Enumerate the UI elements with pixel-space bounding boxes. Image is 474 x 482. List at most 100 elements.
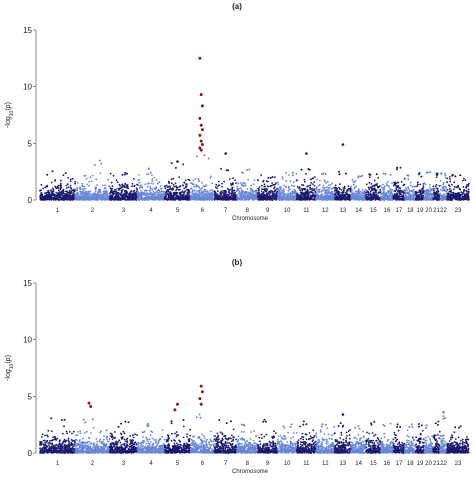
snp-point bbox=[51, 430, 53, 432]
snp-point bbox=[301, 198, 303, 200]
snp-point bbox=[388, 192, 390, 194]
snp-point bbox=[389, 188, 391, 190]
snp-point bbox=[455, 193, 457, 195]
snp-point bbox=[158, 189, 160, 191]
snp-point bbox=[264, 186, 266, 188]
snp-point bbox=[211, 197, 213, 199]
snp-point bbox=[138, 194, 140, 196]
snp-point bbox=[303, 188, 305, 190]
snp-point bbox=[228, 189, 230, 191]
snp-point bbox=[44, 198, 46, 200]
snp-point bbox=[376, 190, 378, 192]
snp-point bbox=[149, 194, 151, 196]
snp-point bbox=[314, 185, 316, 187]
snp-point bbox=[231, 187, 233, 189]
snp-point bbox=[61, 197, 63, 199]
snp-point bbox=[168, 182, 170, 184]
snp-point bbox=[202, 195, 204, 197]
snp-point bbox=[172, 194, 174, 196]
snp-point bbox=[313, 181, 315, 183]
snp-point bbox=[220, 168, 222, 170]
snp-point bbox=[185, 196, 187, 198]
snp-point bbox=[341, 189, 343, 191]
snp-point bbox=[355, 180, 357, 182]
snp-point bbox=[225, 192, 227, 194]
snp-point bbox=[407, 175, 409, 177]
snp-point bbox=[339, 183, 341, 185]
snp-point bbox=[168, 188, 170, 190]
snp-point bbox=[283, 192, 285, 194]
snp-point bbox=[197, 190, 199, 192]
snp-point bbox=[170, 194, 172, 196]
snp-point bbox=[86, 192, 88, 194]
snp-point bbox=[420, 176, 422, 178]
snp-point bbox=[352, 196, 354, 198]
snp-point bbox=[67, 183, 69, 185]
snp-point bbox=[468, 183, 470, 185]
snp-point bbox=[214, 193, 216, 195]
snp-point bbox=[247, 194, 249, 196]
x-axis-label: Chromosome bbox=[232, 216, 269, 222]
snp-point bbox=[99, 189, 101, 191]
snp-point bbox=[133, 185, 135, 187]
snp-point bbox=[171, 178, 173, 180]
snp-point bbox=[272, 176, 274, 178]
snp-point bbox=[454, 195, 456, 197]
snp-point bbox=[160, 194, 162, 196]
snp-point bbox=[297, 186, 299, 188]
snp-point bbox=[437, 194, 439, 196]
x-tick-label: 2 bbox=[91, 208, 95, 214]
snp-point bbox=[218, 184, 220, 186]
snp-point bbox=[296, 193, 298, 195]
y-tick-label: 5 bbox=[28, 392, 33, 401]
snp-point bbox=[316, 193, 318, 195]
snp-point bbox=[224, 190, 226, 192]
snp-point bbox=[390, 195, 392, 197]
snp-point bbox=[137, 184, 139, 186]
snp-point bbox=[382, 197, 384, 199]
snp-point bbox=[172, 178, 174, 180]
snp-point bbox=[150, 172, 152, 174]
snp-point bbox=[117, 181, 119, 183]
snp-point bbox=[435, 194, 437, 196]
snp-point bbox=[361, 191, 363, 193]
snp-point bbox=[316, 191, 318, 193]
snp-point bbox=[69, 190, 71, 192]
snp-point bbox=[208, 158, 210, 160]
snp-point bbox=[76, 199, 78, 201]
snp-point bbox=[277, 183, 279, 185]
snp-point bbox=[465, 199, 467, 201]
snp-point bbox=[360, 193, 362, 195]
snp-point bbox=[424, 182, 426, 184]
snp-point bbox=[299, 197, 301, 199]
snp-point bbox=[69, 195, 71, 197]
snp-point bbox=[83, 190, 85, 192]
snp-point bbox=[85, 194, 87, 196]
snp-point bbox=[93, 193, 95, 195]
snp-point bbox=[126, 173, 128, 175]
snp-point bbox=[429, 193, 431, 195]
snp-point bbox=[282, 198, 284, 200]
snp-point bbox=[431, 196, 433, 198]
snp-point bbox=[107, 198, 109, 200]
snp-point bbox=[168, 199, 170, 201]
notable-point bbox=[342, 143, 345, 146]
snp-point bbox=[248, 196, 250, 198]
snp-point bbox=[173, 184, 175, 186]
snp-point bbox=[100, 172, 102, 174]
snp-point bbox=[465, 186, 467, 188]
snp-point bbox=[406, 189, 408, 191]
snp-point bbox=[433, 190, 435, 192]
snp-point bbox=[305, 193, 307, 195]
snp-point bbox=[93, 195, 95, 197]
snp-point bbox=[71, 188, 73, 190]
snp-point bbox=[294, 189, 296, 191]
snp-point bbox=[320, 198, 322, 200]
snp-point bbox=[449, 188, 451, 190]
snp-point bbox=[138, 179, 140, 181]
snp-point bbox=[327, 189, 329, 191]
snp-point bbox=[123, 186, 125, 188]
snp-point bbox=[239, 190, 241, 192]
snp-point bbox=[281, 193, 283, 195]
snp-point bbox=[348, 199, 350, 201]
